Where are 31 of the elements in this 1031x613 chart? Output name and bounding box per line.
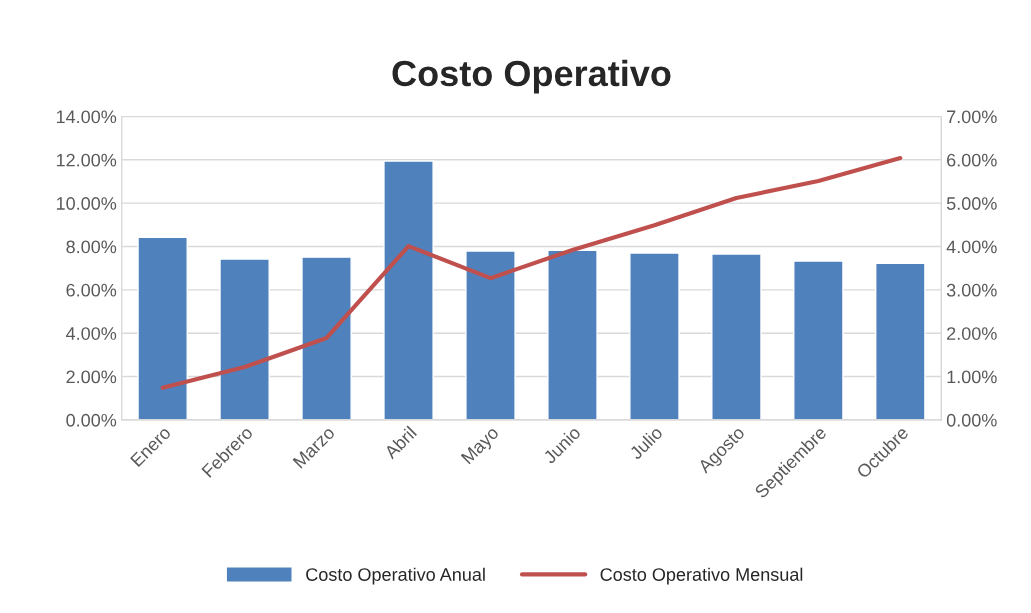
legend-label: Costo Operativo Anual [306,567,485,585]
legend-label: Costo Operativo Mensual [600,567,803,585]
y2-tick-label: 6.00% [947,153,997,167]
y2-tick-label: 0.00% [946,413,997,427]
y2-tick-label: 5.00% [946,197,997,210]
bar [629,252,680,420]
y2-tick-label: 3.00% [946,283,997,297]
bar [711,253,762,420]
y2-tick-label: 7.00% [947,110,997,124]
bar [301,256,352,420]
y-tick-label: 14.00% [56,110,117,124]
bar [875,262,926,420]
y-tick-label: 8.00% [66,240,117,254]
y-tick-label: 12.00% [56,153,117,167]
bar [219,258,270,420]
y2-tick-label: 1.00% [947,370,997,384]
x-tick-label: Julio [628,425,664,461]
bar [383,160,434,420]
line-series [160,155,903,390]
y-tick-label: 2.00% [66,370,117,384]
y2-tick-label: 2.00% [947,327,997,340]
y-tick-label: 6.00% [66,283,117,297]
y-tick-label: 4.00% [66,327,117,340]
y-tick-label: 10.00% [56,197,117,210]
bar [547,249,598,420]
y2-tick-label: 4.00% [946,240,997,254]
y-tick-label: 0.00% [66,413,117,427]
bar [137,236,188,420]
bar [793,260,844,420]
chart-title: Costo Operativo [392,59,671,94]
bar [465,250,516,420]
